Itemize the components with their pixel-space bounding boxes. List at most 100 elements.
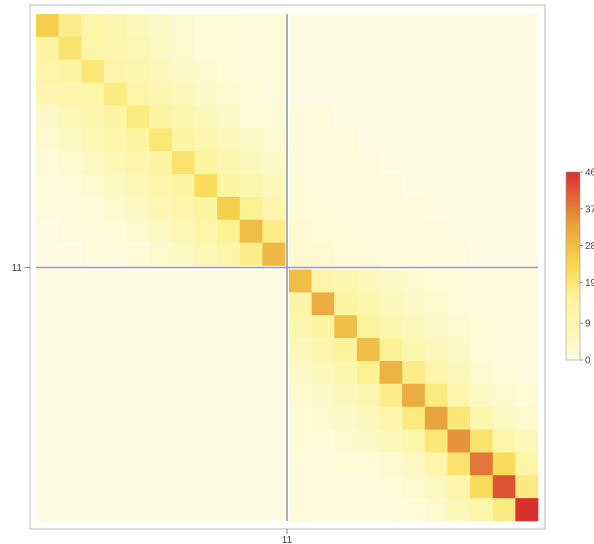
heatmap-cell bbox=[262, 14, 286, 38]
heatmap-cell bbox=[402, 105, 426, 129]
heatmap-cell bbox=[470, 105, 494, 129]
heatmap-cell bbox=[103, 292, 127, 316]
heatmap-cell bbox=[58, 59, 82, 83]
heatmap-cell bbox=[289, 174, 312, 198]
heatmap-cell bbox=[194, 269, 218, 293]
heatmap-cell bbox=[334, 59, 358, 83]
heatmap-cell bbox=[334, 338, 358, 362]
heatmap-cell bbox=[262, 242, 286, 266]
heatmap-cell bbox=[492, 383, 516, 407]
heatmap-cell bbox=[36, 452, 59, 476]
heatmap-cell bbox=[492, 174, 516, 198]
heatmap-cell bbox=[379, 14, 403, 38]
heatmap-cell bbox=[171, 292, 195, 316]
heatmap-cell bbox=[126, 360, 150, 385]
heatmap-cell bbox=[402, 452, 426, 476]
heatmap-cell bbox=[36, 219, 59, 243]
heatmap-cell bbox=[239, 292, 263, 316]
heatmap-cell bbox=[356, 14, 380, 38]
heatmap-cell bbox=[126, 219, 150, 243]
heatmap-cell bbox=[81, 151, 105, 175]
heatmap-cell bbox=[379, 36, 403, 61]
heatmap-cell bbox=[239, 128, 263, 152]
legend-tick-label: 19 bbox=[585, 278, 594, 289]
heatmap-cell bbox=[379, 151, 403, 175]
heatmap-cell bbox=[58, 128, 82, 152]
heatmap-cell bbox=[515, 429, 539, 453]
heatmap-cell bbox=[171, 82, 195, 106]
heatmap-cell bbox=[36, 498, 59, 522]
heatmap-cell bbox=[171, 360, 195, 385]
heatmap-cell bbox=[311, 475, 335, 499]
heatmap-cell bbox=[424, 429, 448, 453]
heatmap-cell bbox=[402, 269, 426, 293]
heatmap-cell bbox=[126, 429, 150, 453]
heatmap-cell bbox=[217, 498, 241, 522]
heatmap-cell bbox=[492, 498, 516, 522]
heatmap-cell bbox=[447, 242, 471, 266]
heatmap-cell bbox=[470, 315, 494, 339]
heatmap-cell bbox=[171, 338, 195, 362]
heatmap-cell bbox=[334, 429, 358, 453]
heatmap-cell bbox=[334, 174, 358, 198]
block-separators bbox=[36, 14, 538, 521]
heatmap-cell bbox=[194, 292, 218, 316]
heatmap-cell bbox=[492, 151, 516, 175]
heatmap-cell bbox=[424, 59, 448, 83]
heatmap-cell bbox=[334, 128, 358, 152]
heatmap-cell bbox=[58, 242, 82, 266]
heatmap-cell bbox=[379, 360, 403, 385]
heatmap-cell bbox=[58, 219, 82, 243]
heatmap-cell bbox=[171, 59, 195, 83]
axes: 11 11 bbox=[12, 263, 293, 544]
heatmap-cell bbox=[149, 383, 173, 407]
heatmap-cell bbox=[470, 242, 494, 266]
heatmap-cell bbox=[149, 219, 173, 243]
heatmap-cell bbox=[402, 338, 426, 362]
heatmap-cell bbox=[171, 475, 195, 499]
heatmap-cell bbox=[239, 174, 263, 198]
heatmap-cell bbox=[36, 315, 59, 339]
heatmap-cell bbox=[289, 292, 312, 316]
heatmap-cell bbox=[194, 14, 218, 38]
heatmap-cell bbox=[149, 406, 173, 430]
heatmap-cell bbox=[103, 452, 127, 476]
heatmap-cell bbox=[58, 315, 82, 339]
heatmap-cell bbox=[81, 452, 105, 476]
heatmap-cell bbox=[126, 383, 150, 407]
x-tick-label: 11 bbox=[282, 535, 293, 544]
heatmap-cell bbox=[149, 242, 173, 266]
heatmap-cell bbox=[334, 82, 358, 106]
heatmap-cell bbox=[81, 196, 105, 221]
heatmap-cell bbox=[81, 128, 105, 152]
heatmap-cell bbox=[194, 429, 218, 453]
heatmap-cell bbox=[470, 452, 494, 476]
heatmap-cell bbox=[379, 128, 403, 152]
heatmap-cell bbox=[424, 498, 448, 522]
heatmap-cell bbox=[447, 219, 471, 243]
heatmap-cell bbox=[356, 292, 380, 316]
heatmap-cell bbox=[194, 383, 218, 407]
heatmap-cell bbox=[334, 36, 358, 61]
heatmap-cell bbox=[58, 475, 82, 499]
heatmap-cell bbox=[311, 452, 335, 476]
heatmap-cell bbox=[334, 242, 358, 266]
heatmap-cell bbox=[81, 406, 105, 430]
heatmap-cell bbox=[402, 406, 426, 430]
heatmap-cell bbox=[470, 174, 494, 198]
heatmap-cell bbox=[217, 292, 241, 316]
heatmap-cell bbox=[103, 269, 127, 293]
heatmap-cell bbox=[356, 406, 380, 430]
heatmap-cell bbox=[217, 105, 241, 129]
heatmap-cell bbox=[289, 59, 312, 83]
heatmap-cell bbox=[515, 475, 539, 499]
heatmap-cell bbox=[149, 196, 173, 221]
heatmap-cell bbox=[36, 338, 59, 362]
heatmap-cell bbox=[36, 174, 59, 198]
heatmap-cell bbox=[81, 105, 105, 129]
heatmap-cell bbox=[58, 338, 82, 362]
heatmap-cell bbox=[239, 242, 263, 266]
heatmap-cell bbox=[379, 269, 403, 293]
heatmap-cell bbox=[171, 383, 195, 407]
legend-tick-label: 46 bbox=[585, 168, 594, 179]
